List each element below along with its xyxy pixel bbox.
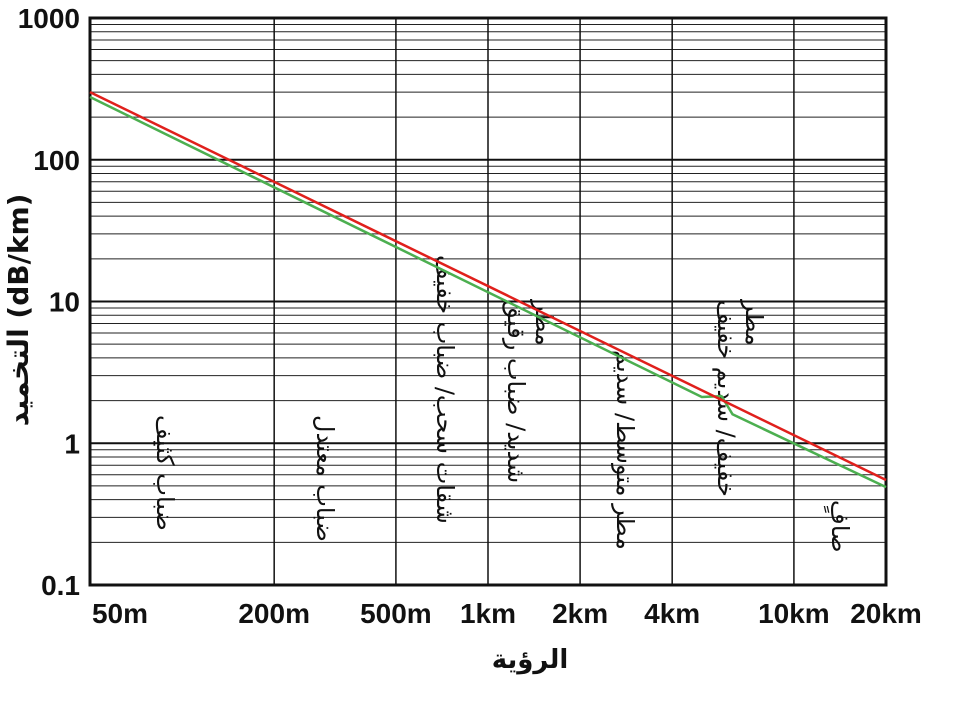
band-label-line: شقات سحب/ ضباب خفيف: [431, 255, 459, 524]
band-label: ضباب معتدل: [311, 415, 339, 542]
band-label-line: شديد/ ضباب رقيق: [502, 300, 530, 483]
y-axis-label: التخميد (dB/km): [2, 194, 35, 427]
y-tick-label: 0.1: [41, 570, 80, 601]
x-tick-label: 50m: [92, 598, 148, 629]
band-label: صافٍ: [824, 500, 854, 553]
plot-frame: [88, 16, 888, 587]
band-label: مطر متوسط/ سديم: [611, 350, 639, 550]
y-tick-label: 10: [49, 287, 80, 318]
band-label-line: ضباب معتدل: [311, 415, 339, 542]
x-tick-label: 10km: [758, 598, 830, 629]
band-label-line: مطر: [740, 299, 768, 346]
series-line: [89, 95, 887, 489]
x-tick-label: 4km: [644, 598, 700, 629]
y-tick-label: 100: [33, 145, 80, 176]
x-tick-label: 2km: [552, 598, 608, 629]
x-tick-label: 1km: [460, 598, 516, 629]
x-tick-label: 20km: [850, 598, 922, 629]
y-tick-label: 1: [64, 428, 80, 459]
band-label-line: ضباب كثيف: [151, 415, 179, 531]
band-label: ضباب كثيف: [151, 415, 179, 531]
x-axis-label: الرؤية: [492, 645, 569, 675]
series-line: [89, 90, 887, 482]
band-label-line: مطر متوسط/ سديم: [611, 350, 639, 550]
x-tick-label: 200m: [238, 598, 310, 629]
band-label-line: صافٍ: [824, 500, 854, 553]
band-label: شقات سحب/ ضباب خفيف: [431, 255, 459, 524]
y-tick-label: 1000: [18, 3, 80, 34]
x-tick-label: 500m: [360, 598, 432, 629]
band-label-line: مطر: [530, 299, 558, 346]
